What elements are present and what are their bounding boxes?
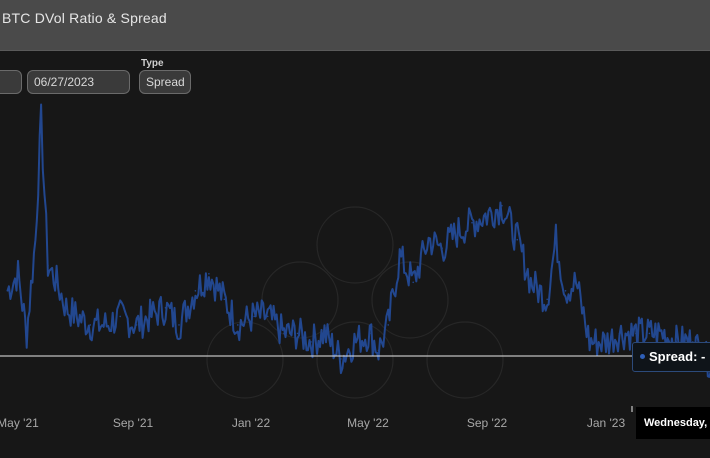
spread-data-point [471,221,473,224]
spread-data-point [588,341,591,343]
x-tick-label: May '21 [0,416,39,430]
spread-data-point [47,264,49,267]
spread-data-point [564,290,567,292]
spread-data-point [310,341,312,343]
spread-data-point [555,238,557,241]
spread-data-point [283,332,285,335]
end-date-field[interactable]: 06/27/2023 [27,70,130,94]
spread-data-point [323,332,326,335]
spread-data-point [135,324,138,326]
spread-data-point [164,307,167,309]
title-bar: BTC DVol Ratio & Spread [0,0,710,51]
series-tooltip: Spread: - [632,342,710,372]
spread-data-point [353,341,356,343]
type-label: Type [141,58,164,69]
spread-data-point [223,298,226,301]
spread-data-point [266,315,269,318]
x-tick-label: Sep '22 [466,416,508,430]
spread-data-point [178,324,180,326]
spread-data-point [487,213,490,215]
spread-data-point [441,247,443,249]
spread-data-point [369,332,371,335]
spread-data-point [105,324,108,326]
spread-data-point [530,281,532,284]
x-tick-label: Sep '21 [112,416,154,430]
spread-data-point [149,315,151,318]
spread-data-point [40,119,42,122]
spread-data-point [253,315,255,318]
spread-data-point [427,238,430,241]
spread-data-point [194,290,197,292]
watermark-logo [206,206,504,399]
spread-data-point [605,341,607,343]
series-marker-icon [640,354,645,360]
spread-data-point [89,324,92,326]
spread-data-point [296,332,299,335]
spread-data-point [398,255,401,258]
crosshair-date-label: Wednesday, [636,407,710,439]
spread-data-point [662,332,664,335]
spread-data-point [516,238,519,241]
spread-data-point [119,315,121,318]
spread-data-point [25,332,28,335]
x-tick-label: Jan '22 [231,416,271,430]
spread-data-point [457,230,460,232]
spread-data-point [387,324,390,326]
spread-data-point [34,238,37,241]
spread-data-point [237,324,239,326]
type-select[interactable]: Spread [139,70,191,94]
spread-data-point [377,349,380,352]
spread-data-point [55,281,58,284]
spread-data-point [618,332,621,335]
start-date-field[interactable] [0,70,22,94]
spread-data-point [6,290,9,292]
spread-data-point [648,332,651,335]
spread-data-point [575,281,577,284]
x-tick-label: Jan '23 [586,416,626,430]
spread-data-point [208,273,210,275]
spread-data-point [65,307,67,309]
spread-series-line [6,103,710,378]
spread-data-point [501,204,503,207]
tooltip-text: Spread: - [649,349,706,364]
spread-data-point [340,358,342,360]
x-tick-label: May '22 [347,416,389,430]
spread-data-point [76,315,78,318]
chart-title: BTC DVol Ratio & Spread [2,10,167,26]
spread-data-point [546,298,548,301]
spread-data-point [17,273,19,275]
spread-data-point [635,332,637,335]
spread-data-point [412,281,415,284]
